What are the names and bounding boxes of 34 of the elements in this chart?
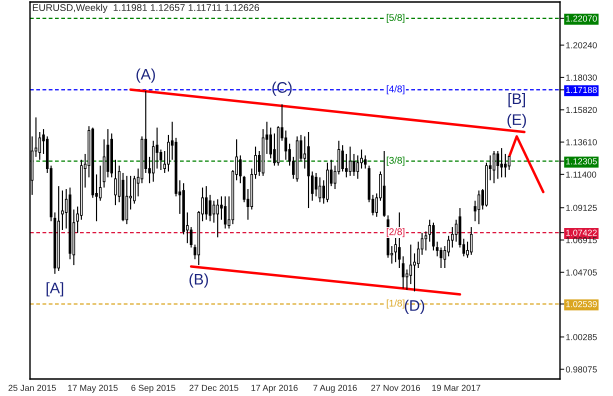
y-tick-label: 1.15820 [566,106,597,114]
y-tick-label: 1.12305 [566,158,597,164]
annotation: (B) [190,273,208,288]
y-tick-label: 1.11400 [566,171,596,178]
y-tick-label: 0.98075 [566,366,597,373]
annotation: [4/8] [386,85,404,94]
x-tick-label: 27 Nov 2016 [371,384,420,391]
annotation: (E) [508,114,526,128]
y-tick-label: 1.18030 [566,74,597,81]
x-tick-label: 17 Apr 2016 [252,384,298,393]
annotation: [1/8] [386,299,404,309]
x-tick-label: 27 Dec 2015 [190,384,238,391]
x-tick-label: 6 Sep 2015 [131,384,176,393]
y-tick-label: 1.13610 [566,139,597,146]
y-tick-label: 1.17188 [566,86,597,94]
x-tick-label: 25 Jan 2015 [8,384,56,391]
y-tick-label: 1.07422 [566,230,597,236]
x-tick-label: 19 Mar 2017 [432,384,480,391]
y-tick-label: 1.04705 [566,269,597,276]
x-tick-label: 7 Aug 2016 [313,384,357,393]
chart-title: EURUSD,Weekly 1.11981 1.12657 1.11711 1.12626 [32,4,260,13]
y-tick-label: 1.20240 [566,42,597,48]
y-tick-label: 1.09125 [566,204,597,211]
annotation: [A] [46,282,64,296]
annotation: [2/8] [386,228,404,238]
annotation: [3/8] [386,156,404,166]
annotation: (D) [404,300,424,314]
y-tick-label: 1.02539 [566,301,597,308]
y-tick-label: 1.22070 [566,15,597,22]
x-tick-label: 17 May 2015 [68,384,118,393]
annotation: [B] [508,92,525,108]
y-tick-label: 1.00285 [566,334,597,340]
annotation: (A) [136,68,155,83]
annotation: [5/8] [386,14,404,23]
